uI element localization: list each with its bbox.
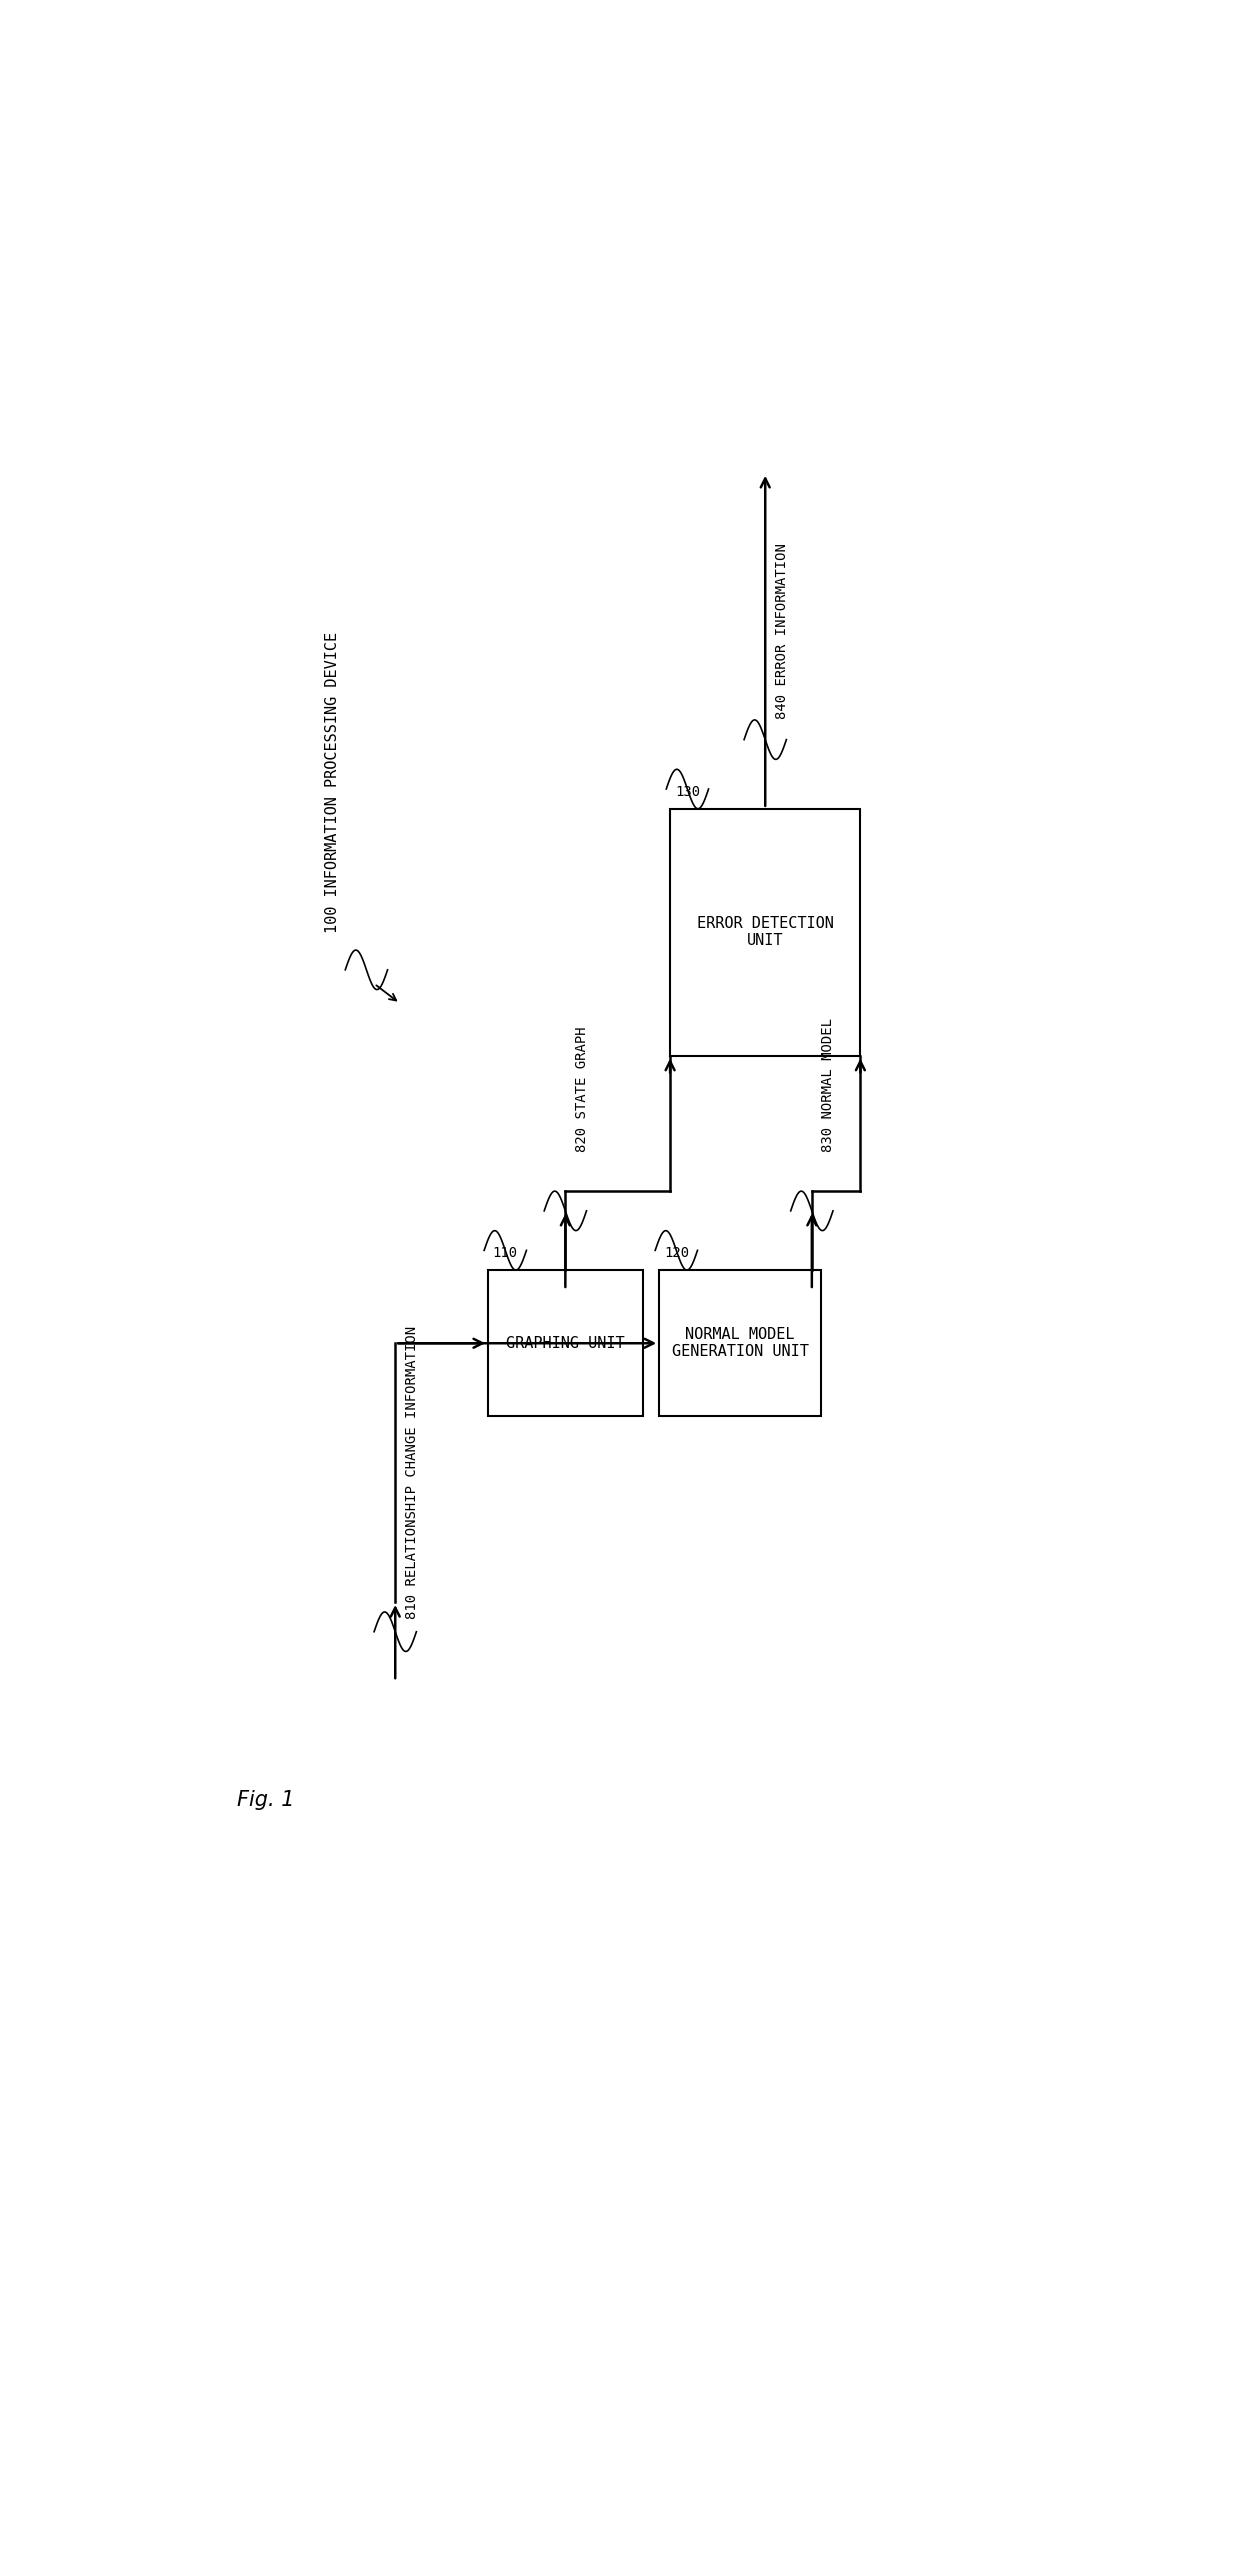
Text: 810 RELATIONSHIP CHANGE INFORMATION: 810 RELATIONSHIP CHANGE INFORMATION (404, 1327, 419, 1619)
Text: 100 INFORMATION PROCESSING DEVICE: 100 INFORMATION PROCESSING DEVICE (325, 631, 340, 931)
Text: GRAPHING UNIT: GRAPHING UNIT (506, 1337, 625, 1350)
Text: 820 STATE GRAPH: 820 STATE GRAPH (575, 1026, 589, 1152)
Bar (658, 1270, 821, 1416)
Bar (670, 808, 861, 1055)
Text: 110: 110 (492, 1247, 518, 1260)
Bar (489, 1270, 642, 1416)
Text: 120: 120 (663, 1247, 689, 1260)
Text: NORMAL MODEL
GENERATION UNIT: NORMAL MODEL GENERATION UNIT (672, 1327, 808, 1360)
Text: 130: 130 (675, 785, 701, 798)
Text: ERROR DETECTION
UNIT: ERROR DETECTION UNIT (697, 916, 833, 949)
Text: 840 ERROR INFORMATION: 840 ERROR INFORMATION (775, 544, 789, 718)
Text: 830 NORMAL MODEL: 830 NORMAL MODEL (821, 1019, 836, 1152)
Text: Fig. 1: Fig. 1 (237, 1789, 294, 1809)
